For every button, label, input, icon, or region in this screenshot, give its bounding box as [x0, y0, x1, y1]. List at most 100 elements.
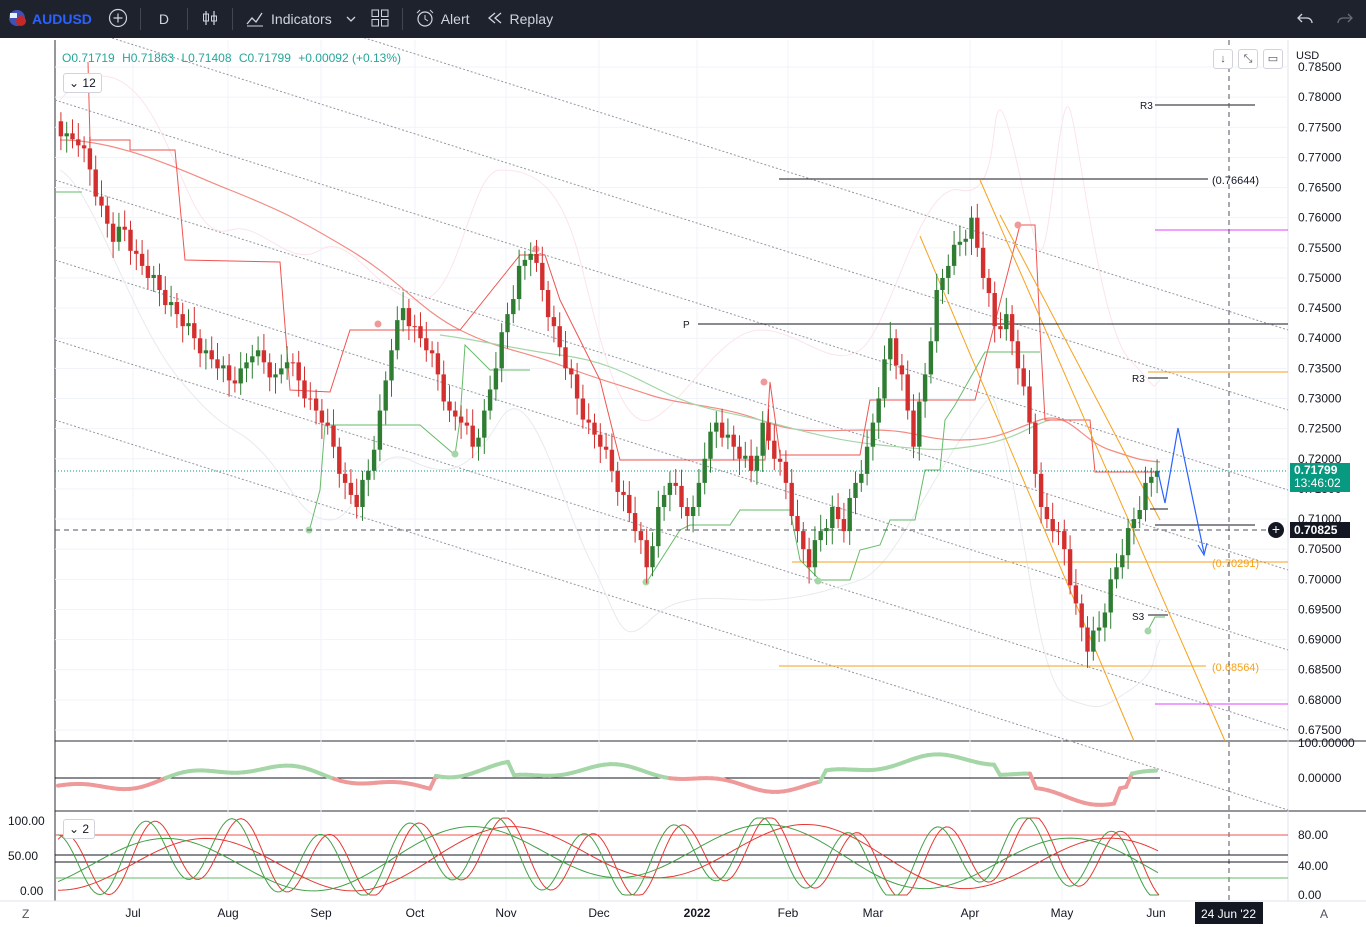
candle-body: [511, 299, 516, 315]
flag-icon: [8, 9, 26, 30]
auto-scale-button[interactable]: A: [1320, 907, 1328, 921]
undo-button[interactable]: [1288, 0, 1322, 38]
candle-body: [134, 250, 139, 254]
candle-body: [145, 265, 151, 278]
candle-body: [818, 531, 823, 541]
price-tick: 0.78500: [1298, 60, 1342, 74]
candle-body: [690, 506, 696, 517]
undo-icon: [1296, 9, 1314, 30]
candle-body: [1015, 341, 1021, 369]
candle-body: [876, 398, 881, 423]
candle-body: [505, 314, 510, 333]
price-tick: 0.76000: [1298, 211, 1342, 225]
candle-body: [221, 365, 226, 369]
candle-body: [105, 205, 110, 224]
candle-body: [859, 473, 864, 483]
candle-body: [685, 506, 690, 517]
candle-body: [615, 470, 620, 492]
compare-button[interactable]: [100, 0, 136, 38]
time-tick: Feb: [778, 906, 799, 920]
close-value: C0.71799: [238, 51, 291, 65]
candle-body: [1050, 519, 1055, 532]
interval-button[interactable]: D: [145, 0, 183, 38]
oscillator-scale-tick: 0.00000: [1298, 771, 1342, 785]
crosshair-date-bg: [1195, 902, 1263, 924]
top-toolbar: AUDUSD D Indicators Alert: [0, 0, 1366, 38]
candle-body: [435, 353, 441, 375]
collapse-pane-button[interactable]: ⤡: [1238, 49, 1258, 69]
candle-body: [644, 540, 649, 568]
collapse-icon: ⤡: [1243, 53, 1253, 65]
crosshair-price-tag: 0.70825: [1290, 522, 1350, 538]
crosshair-price-value: 0.70825: [1294, 523, 1338, 537]
currency-label[interactable]: USD: [1296, 50, 1319, 62]
arrow-down-icon: ↓: [1220, 53, 1226, 65]
oscillator-scale-tick: 100.00000: [1298, 736, 1355, 750]
candle-body: [261, 350, 267, 363]
symbol-search-button[interactable]: AUDUSD: [0, 0, 100, 38]
time-tick: 2022: [684, 906, 711, 920]
chart-area[interactable]: (0.76644) (0.70291) (0.68564) R3 P R3 S3…: [0, 38, 1366, 927]
candle-body: [1079, 603, 1084, 628]
price-tick: 0.73000: [1298, 392, 1342, 406]
price-scale[interactable]: 0.78500 0.78000 0.77500 0.77000 0.76500 0.760…: [1298, 60, 1342, 737]
parallel-channel[interactable]: [54, 38, 1289, 811]
replay-button[interactable]: Replay: [478, 0, 562, 38]
candle-body: [632, 513, 638, 532]
price-tick: 0.70500: [1298, 542, 1342, 556]
grid: [55, 40, 1288, 901]
time-axis[interactable]: Jul Aug Sep Oct Nov Dec 2022 Feb Mar Apr May Jun: [125, 906, 1165, 920]
chevron-down-icon: ⌄: [69, 76, 83, 90]
candlestick-series[interactable]: [58, 112, 1160, 668]
candle-body: [424, 338, 429, 351]
candle-body: [702, 458, 707, 483]
projection-path[interactable]: [1157, 427, 1208, 557]
indicators-button[interactable]: Indicators: [237, 0, 340, 38]
candle-body: [667, 482, 673, 495]
candle-body: [1125, 528, 1131, 556]
add-alert-button[interactable]: +: [1268, 522, 1284, 538]
candle-body: [656, 506, 661, 547]
plus-icon: +: [1271, 521, 1281, 537]
stochastic-left-tick: 100.00: [8, 814, 45, 828]
candle-body: [284, 362, 290, 369]
candle-body: [598, 434, 603, 447]
candle-body: [197, 338, 203, 354]
indicators-dropdown[interactable]: [340, 0, 362, 38]
magenta-levels[interactable]: [1155, 229, 1288, 705]
candle-body: [574, 374, 580, 399]
candle-body: [226, 365, 232, 381]
candle-body: [661, 494, 667, 507]
candle-body: [482, 410, 487, 438]
oscillator-segment: [506, 759, 516, 778]
low-value: L0.71408: [181, 51, 232, 65]
candle-body: [110, 223, 116, 242]
studies-toggle[interactable]: ⌄ 12: [63, 73, 102, 93]
candle-body: [128, 229, 133, 251]
redo-button[interactable]: [1328, 0, 1362, 38]
layout-button[interactable]: [362, 0, 398, 38]
price-tick: 0.68500: [1298, 663, 1342, 677]
maximize-pane-button[interactable]: ▭: [1263, 49, 1283, 69]
candle-body: [308, 398, 313, 400]
candle-body: [348, 482, 354, 495]
candle-body: [1102, 612, 1108, 628]
fib-channel[interactable]: [779, 179, 1288, 742]
candle-body: [737, 446, 742, 459]
candle-body: [215, 359, 220, 369]
r3-label: R3: [1140, 101, 1153, 112]
candle-body: [1004, 314, 1009, 330]
candle-body: [163, 290, 168, 306]
candle-body: [1149, 476, 1154, 483]
main-pane[interactable]: [55, 40, 1288, 740]
chart-type-button[interactable]: [192, 0, 228, 38]
scroll-down-button[interactable]: ↓: [1213, 49, 1233, 69]
alert-button[interactable]: Alert: [407, 0, 478, 38]
candle-body: [354, 494, 359, 507]
candle-body: [864, 446, 870, 474]
candle-body: [139, 253, 145, 266]
zoom-left-button[interactable]: Z: [22, 907, 29, 921]
oscillator-studies-toggle[interactable]: ⌄ 2: [63, 819, 96, 839]
candle-body: [499, 332, 504, 369]
swing-high-label: (0.76644): [1212, 175, 1259, 187]
